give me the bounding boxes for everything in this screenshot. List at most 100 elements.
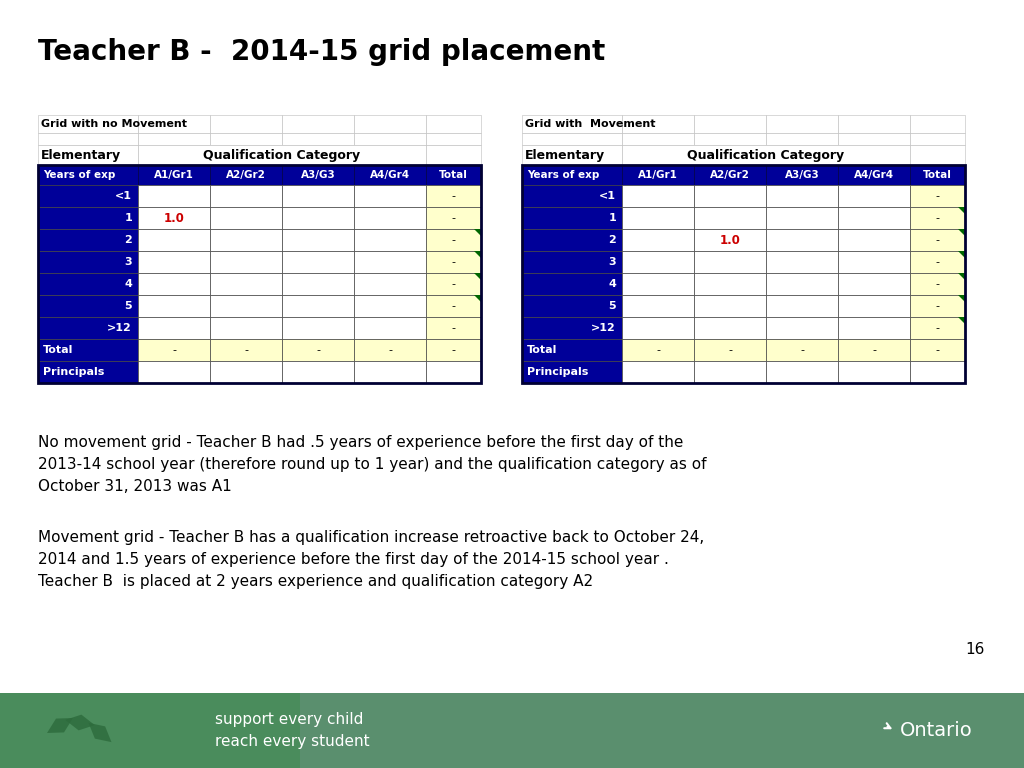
- Bar: [38, 251, 138, 273]
- Bar: [622, 295, 694, 317]
- Text: 2: 2: [608, 235, 616, 245]
- Bar: [694, 207, 766, 229]
- Text: -: -: [936, 213, 939, 223]
- Bar: [282, 165, 354, 185]
- Text: -: -: [452, 257, 456, 267]
- Polygon shape: [958, 295, 965, 302]
- Polygon shape: [66, 714, 95, 730]
- Bar: [210, 229, 282, 251]
- Bar: [694, 317, 766, 339]
- Bar: [838, 207, 910, 229]
- Bar: [426, 145, 481, 165]
- Bar: [282, 295, 354, 317]
- Text: 3: 3: [124, 257, 132, 267]
- Bar: [138, 273, 210, 295]
- Bar: [910, 115, 965, 133]
- Bar: [210, 185, 282, 207]
- Bar: [426, 317, 481, 339]
- Text: A3/G3: A3/G3: [784, 170, 819, 180]
- Bar: [354, 317, 426, 339]
- Bar: [838, 339, 910, 361]
- Bar: [38, 133, 138, 145]
- Text: -: -: [936, 345, 939, 355]
- Text: -: -: [452, 213, 456, 223]
- Text: 4: 4: [608, 279, 616, 289]
- Bar: [522, 273, 622, 295]
- Bar: [522, 339, 622, 361]
- Text: Qualification Category: Qualification Category: [204, 148, 360, 161]
- Text: -: -: [936, 257, 939, 267]
- Text: -: -: [452, 323, 456, 333]
- Text: <1: <1: [115, 191, 132, 201]
- Polygon shape: [47, 718, 73, 733]
- Bar: [426, 295, 481, 317]
- Bar: [766, 229, 838, 251]
- Text: -: -: [388, 345, 392, 355]
- Bar: [138, 361, 210, 383]
- Bar: [354, 229, 426, 251]
- Bar: [38, 339, 138, 361]
- Bar: [766, 339, 838, 361]
- Bar: [426, 207, 481, 229]
- Bar: [694, 295, 766, 317]
- Bar: [282, 339, 354, 361]
- Bar: [426, 361, 481, 383]
- Bar: [622, 165, 694, 185]
- Bar: [622, 273, 694, 295]
- Polygon shape: [474, 295, 481, 302]
- Text: -: -: [800, 345, 804, 355]
- Bar: [766, 295, 838, 317]
- Text: -: -: [872, 345, 876, 355]
- Bar: [766, 165, 838, 185]
- Bar: [694, 115, 766, 133]
- Text: A4/Gr4: A4/Gr4: [854, 170, 894, 180]
- Bar: [910, 251, 965, 273]
- Bar: [694, 165, 766, 185]
- Bar: [622, 229, 694, 251]
- Bar: [910, 133, 965, 145]
- Bar: [138, 251, 210, 273]
- Bar: [838, 273, 910, 295]
- Bar: [354, 273, 426, 295]
- Bar: [354, 185, 426, 207]
- Bar: [282, 361, 354, 383]
- Text: -: -: [936, 235, 939, 245]
- Bar: [622, 251, 694, 273]
- Bar: [694, 229, 766, 251]
- Text: Grid with no Movement: Grid with no Movement: [41, 119, 187, 129]
- Bar: [622, 361, 694, 383]
- Text: 3: 3: [608, 257, 616, 267]
- Bar: [210, 361, 282, 383]
- Bar: [210, 339, 282, 361]
- Bar: [838, 115, 910, 133]
- Text: A1/Gr1: A1/Gr1: [638, 170, 678, 180]
- Text: 1: 1: [608, 213, 616, 223]
- Bar: [522, 295, 622, 317]
- Text: Movement grid - Teacher B has a qualification increase retroactive back to Octob: Movement grid - Teacher B has a qualific…: [38, 530, 705, 589]
- Bar: [622, 185, 694, 207]
- Bar: [38, 165, 138, 185]
- Bar: [694, 361, 766, 383]
- Bar: [354, 165, 426, 185]
- Bar: [354, 115, 426, 133]
- Text: -: -: [172, 345, 176, 355]
- Bar: [426, 133, 481, 145]
- Bar: [694, 133, 766, 145]
- Text: Years of exp: Years of exp: [43, 170, 116, 180]
- Bar: [282, 251, 354, 273]
- Bar: [354, 251, 426, 273]
- Text: A4/Gr4: A4/Gr4: [370, 170, 410, 180]
- Bar: [138, 145, 426, 165]
- Text: 5: 5: [124, 301, 132, 311]
- Text: -: -: [452, 191, 456, 201]
- Text: Years of exp: Years of exp: [527, 170, 599, 180]
- Text: Qualification Category: Qualification Category: [687, 148, 845, 161]
- Bar: [354, 339, 426, 361]
- Bar: [426, 115, 481, 133]
- Bar: [138, 207, 210, 229]
- Text: Total: Total: [439, 170, 468, 180]
- Bar: [138, 295, 210, 317]
- Text: >12: >12: [591, 323, 616, 333]
- Bar: [210, 295, 282, 317]
- Bar: [354, 133, 426, 145]
